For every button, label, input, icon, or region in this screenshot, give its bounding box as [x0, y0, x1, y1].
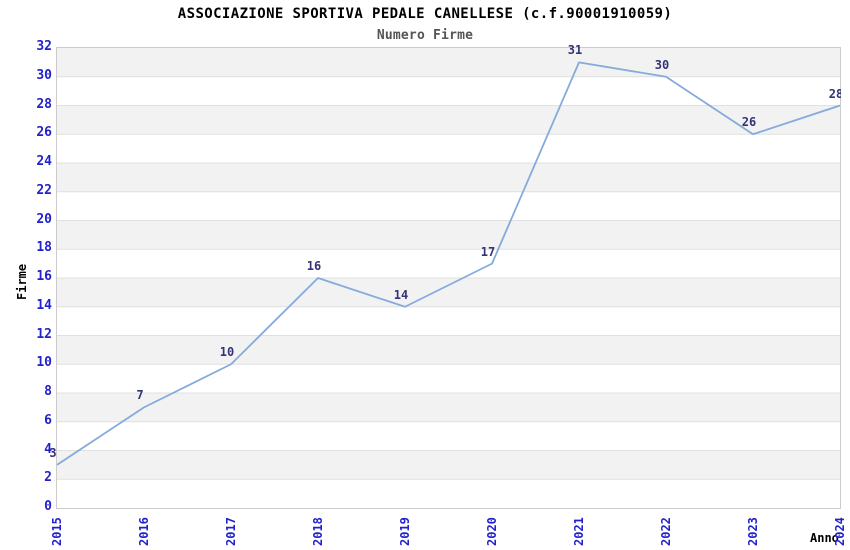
- chart-subtitle: Numero Firme: [376, 28, 474, 43]
- x-axis-title: Anno: [810, 531, 839, 545]
- plot-area: [56, 47, 841, 509]
- y-tick-label: 4: [44, 441, 52, 457]
- y-tick-label: 0: [44, 499, 52, 514]
- y-tick-label: 28: [36, 96, 52, 112]
- y-tick-label: 2: [44, 470, 52, 486]
- x-tick-label: 2015: [50, 517, 64, 546]
- x-tick-label: 2017: [224, 517, 238, 546]
- y-tick-label: 20: [36, 211, 52, 227]
- y-tick-label: 16: [36, 269, 52, 284]
- y-tick-label: 14: [36, 297, 52, 313]
- y-tick-label: 18: [36, 240, 52, 256]
- grid-band: [57, 335, 840, 365]
- x-tick-label: 2018: [311, 517, 325, 546]
- y-tick-label: 22: [36, 182, 52, 198]
- line-series-svg: [57, 48, 840, 480]
- y-tick-label: 24: [36, 154, 52, 169]
- y-tick-label: 32: [36, 39, 52, 54]
- y-tick-label: 30: [36, 67, 52, 83]
- x-tick-label: 2022: [659, 517, 673, 546]
- grid-band: [57, 393, 840, 422]
- grid-band: [57, 105, 840, 135]
- x-tick-label: 2023: [746, 517, 760, 546]
- grid-band: [57, 163, 840, 192]
- x-tick-label: 2021: [572, 517, 586, 546]
- grid-band: [57, 220, 840, 250]
- y-tick-label: 10: [36, 355, 52, 371]
- x-tick-label: 2024: [833, 517, 847, 546]
- x-tick-label: 2019: [398, 517, 412, 546]
- grid-band: [57, 48, 840, 77]
- grid-band: [57, 278, 840, 307]
- grid-band: [57, 450, 840, 480]
- x-tick-label: 2016: [137, 517, 151, 546]
- data-line-series: [57, 61, 840, 466]
- y-tick-label: 26: [36, 125, 52, 141]
- chart-title: ASSOCIAZIONE SPORTIVA PEDALE CANELLESE (…: [177, 6, 673, 22]
- x-tick-label: 2020: [485, 517, 499, 546]
- y-tick-label: 6: [44, 412, 52, 428]
- y-tick-label: 8: [44, 384, 52, 399]
- y-tick-label: 12: [36, 326, 52, 342]
